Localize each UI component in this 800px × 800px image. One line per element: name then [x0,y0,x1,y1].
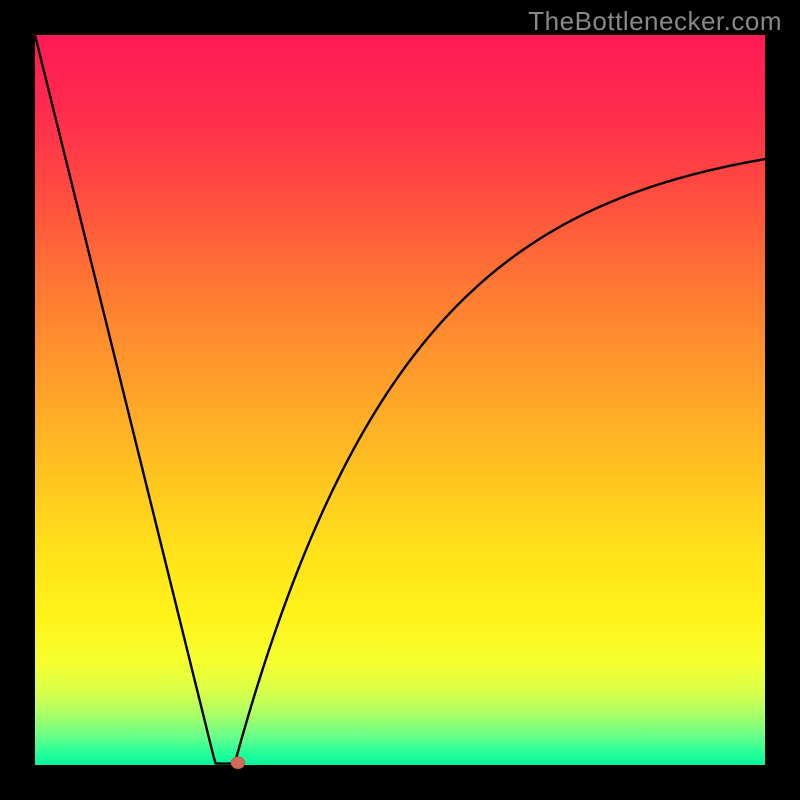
chart-gradient-bg [35,35,765,765]
bottleneck-chart [0,0,800,800]
optimal-point-marker [231,757,245,769]
watermark-text: TheBottlenecker.com [528,6,782,37]
